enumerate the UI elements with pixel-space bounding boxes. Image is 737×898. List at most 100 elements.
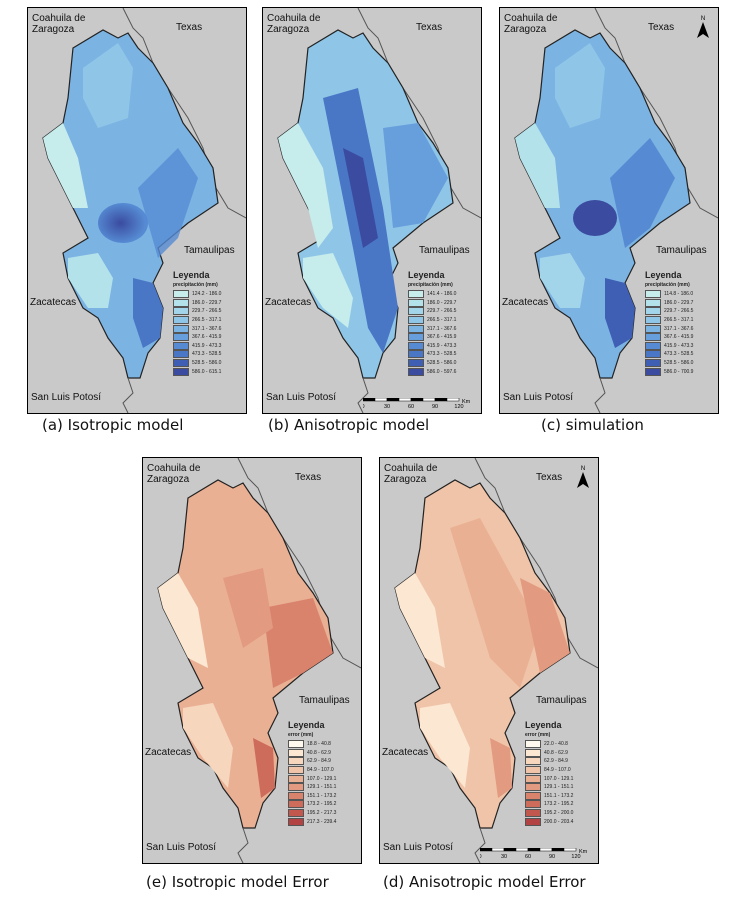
legend-swatch	[288, 791, 304, 800]
label-tamaulipas: Tamaulipas	[419, 245, 470, 256]
legend-item-label: 186.0 - 229.7	[192, 299, 222, 306]
legend-item: 84.9 - 107.0	[288, 766, 336, 775]
legend-item: 473.3 - 528.5	[173, 350, 221, 359]
legend-item: 107.0 - 129.1	[288, 774, 336, 783]
diagonal-core	[343, 148, 378, 248]
legend-item: 186.0 - 229.7	[408, 298, 457, 308]
label-zacatecas: Zacatecas	[502, 297, 549, 308]
legend-item-label: 84.9 - 107.0	[544, 767, 571, 774]
label-slp: San Luis Potosí	[266, 392, 337, 403]
north-arrow-icon: N	[577, 466, 589, 488]
legend-swatch	[408, 350, 424, 359]
label-coahuila: Coahuila de Zaragoza	[32, 13, 86, 35]
legend-item: 266.5 - 317.1	[173, 316, 221, 325]
legend-swatch	[288, 817, 304, 826]
legend-item: 173.2 - 195.2	[525, 800, 573, 809]
scale-bar-segment	[398, 398, 412, 402]
light-area-south	[183, 703, 233, 788]
legend-item-label: 129.1 - 151.1	[544, 784, 574, 791]
legend-item-label: 40.8 - 62.9	[544, 749, 568, 756]
scale-bar-segment	[503, 848, 517, 852]
legend-item: 415.9 - 473.3	[173, 341, 222, 351]
legend-item-label: 217.3 - 239.4	[307, 818, 337, 825]
legend-item: 114.8 - 186.0	[645, 290, 693, 299]
caption-b: (b) Anisotropic model	[268, 416, 430, 434]
legend: Leyenda precipitación (mm) 141.4 - 186.0 18…	[408, 270, 456, 376]
legend-item-label: 107.0 - 129.1	[307, 775, 337, 782]
legend-swatch	[525, 774, 541, 783]
legend-item: 195.2 - 200.0	[525, 809, 573, 818]
legend-item-label: 173.2 - 195.2	[307, 801, 337, 808]
scale-bar-tick: 0	[363, 404, 365, 410]
eastern-band	[383, 123, 448, 228]
scale-bar-segment	[527, 848, 541, 852]
legend-swatch	[288, 800, 304, 809]
legend-item-label: 367.6 - 415.9	[192, 334, 222, 341]
legend-item: 129.1 - 151.1	[288, 783, 336, 792]
legend-swatch	[645, 316, 661, 325]
map-graphic	[42, 8, 246, 413]
legend-item: 367.6 - 415.9	[645, 333, 693, 342]
legend-swatch	[408, 298, 424, 307]
texas-border-line	[237, 458, 361, 669]
legend-item-label: 84.9 - 107.0	[307, 767, 334, 774]
legend-item-label: 415.9 - 473.3	[664, 342, 694, 349]
legend-swatch	[645, 324, 661, 333]
legend-item-label: 473.3 - 528.5	[664, 351, 694, 358]
legend-item: 528.5 - 586.0	[173, 359, 221, 368]
legend-item-label: 266.5 - 317.1	[427, 317, 457, 324]
legend-item: 317.1 - 367.6	[645, 324, 693, 333]
legend-item-label: 141.4 - 186.0	[427, 291, 457, 298]
caption-e: (e) Isotropic model Error	[146, 873, 329, 891]
legend-swatch	[173, 350, 189, 359]
scale-bar-unit: Km	[579, 849, 588, 855]
dark-core	[573, 200, 617, 236]
legend-swatch	[525, 748, 541, 757]
legend-item-label: 173.2 - 195.2	[544, 801, 574, 808]
legend-swatch	[525, 791, 541, 800]
legend-item: 18.8 - 40.8	[288, 740, 336, 749]
legend-item: 367.6 - 415.9	[173, 333, 221, 342]
legend-unit: error (mm)	[525, 732, 551, 738]
south-band	[133, 278, 163, 348]
scale-bar-tick: 120	[454, 404, 463, 410]
legend-item: 141.4 - 186.0	[408, 290, 456, 299]
central-dark	[223, 568, 273, 648]
scale-bar-tick: 60	[408, 404, 414, 410]
legend-item-label: 229.7 - 266.5	[664, 308, 694, 315]
slp-border-line	[122, 377, 134, 413]
texas-border-line	[474, 458, 598, 669]
legend-swatch	[173, 307, 189, 316]
legend-swatch	[645, 367, 661, 376]
legend-item-label: 317.1 - 367.6	[427, 325, 457, 332]
legend-item: 586.0 - 597.6	[408, 367, 456, 376]
legend-item-label: 586.0 - 615.1	[192, 368, 222, 375]
legend-swatch	[288, 740, 304, 749]
scale-bar-segment	[491, 848, 505, 852]
label-coahuila: Coahuila de Zaragoza	[504, 13, 558, 35]
label-slp: San Luis Potosí	[31, 392, 102, 403]
legend-swatch	[645, 350, 661, 359]
label-slp: San Luis Potosí	[146, 842, 217, 853]
legend: Leyenda precipitación (mm) 114.8 - 186.0 18…	[645, 270, 693, 376]
legend-item: 217.3 - 239.4	[288, 817, 336, 826]
legend-item-label: 367.6 - 415.9	[427, 334, 457, 341]
scale-bar-segment	[480, 848, 493, 852]
legend-item: 415.9 - 473.3	[408, 341, 456, 351]
caption-d: (d) Anisotropic model Error	[383, 873, 586, 891]
legend-item-label: 586.0 - 597.6	[427, 368, 457, 375]
scale-bar-segment	[386, 398, 400, 402]
legend-swatch	[408, 367, 424, 376]
legend-swatch	[173, 290, 189, 299]
label-coahuila: Coahuila de Zaragoza	[267, 13, 321, 35]
legend-swatch	[525, 809, 541, 818]
legend-item-label: 186.0 - 229.7	[427, 299, 457, 306]
legend-item-label: 415.9 - 473.3	[192, 342, 222, 349]
legend-swatch	[645, 290, 661, 299]
map-panel-isotropic-error: Coahuila de Zaragoza Texas Tamaulipas Za…	[142, 457, 362, 864]
caption-c: (c) simulation	[541, 416, 644, 434]
legend-item: 173.2 - 195.2	[288, 800, 336, 809]
legend-item: 317.1 - 367.6	[173, 324, 221, 333]
legend-item: 229.7 - 266.5	[645, 307, 693, 316]
